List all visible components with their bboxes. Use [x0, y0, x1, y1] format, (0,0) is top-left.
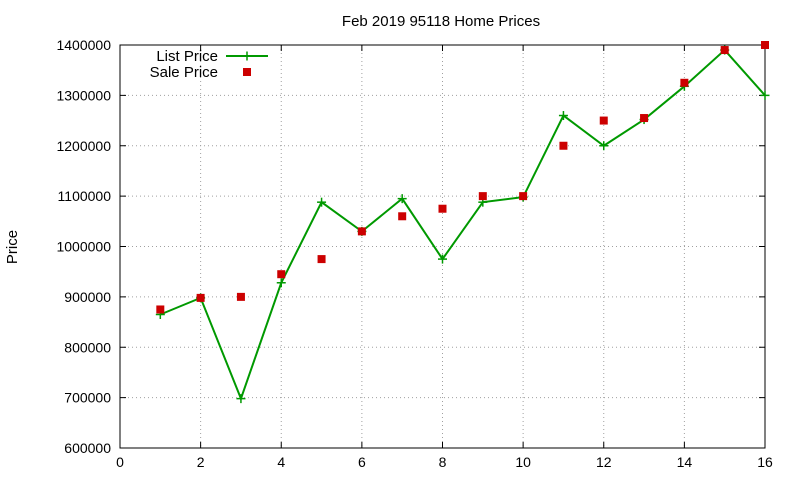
- list-price-point: [236, 394, 246, 404]
- list-price-line: [159, 48, 766, 402]
- legend-entry-sale-price: Sale Price: [150, 64, 251, 81]
- sale-price-point: [599, 116, 608, 125]
- list-price-point: [760, 90, 770, 100]
- x-tick-label: 6: [358, 454, 366, 470]
- chart-title: Feb 2019 95118 Home Prices: [342, 13, 540, 30]
- legend-entry-list-price: List Price: [156, 48, 268, 65]
- sale-price-point: [196, 293, 205, 302]
- sale-price-point: [398, 212, 407, 221]
- sale-price-point: [720, 46, 729, 55]
- x-tick-label: 12: [596, 454, 612, 470]
- list-price-point: [599, 141, 609, 151]
- sale-price-point: [357, 227, 366, 236]
- sale-price-point: [478, 192, 487, 201]
- x-tick-label: 8: [439, 454, 447, 470]
- sale-price-point: [438, 204, 447, 213]
- x-tick-label: 0: [116, 454, 124, 470]
- sale-price-point: [277, 270, 286, 279]
- x-tick-label: 16: [757, 454, 773, 470]
- legend-label: Sale Price: [150, 64, 218, 81]
- x-tick-label: 14: [677, 454, 693, 470]
- series-list-price: [155, 45, 770, 404]
- list-price-point: [317, 197, 327, 207]
- grid: [120, 45, 765, 448]
- legend-label: List Price: [156, 48, 218, 65]
- list-price-point: [276, 278, 286, 288]
- sale-price-point: [559, 141, 568, 150]
- sale-price-point: [156, 305, 165, 314]
- y-tick-label: 1200000: [56, 138, 111, 154]
- legend-marker: [242, 51, 252, 61]
- y-tick-label: 1300000: [56, 87, 111, 103]
- list-price-point: [558, 111, 568, 121]
- x-tick-label: 4: [277, 454, 285, 470]
- y-tick-label: 900000: [64, 289, 111, 305]
- sale-price-point: [236, 292, 245, 301]
- x-tick-label: 2: [197, 454, 205, 470]
- legend-marker: [243, 68, 251, 76]
- sale-price-point: [761, 41, 769, 49]
- series: [155, 41, 770, 404]
- series-sale-price: [156, 41, 769, 314]
- y-axis-label: Price: [4, 230, 21, 264]
- y-tick-label: 800000: [64, 339, 111, 355]
- y-tick-label: 600000: [64, 440, 111, 456]
- y-tick-label: 1000000: [56, 239, 111, 255]
- x-tick-label: 10: [515, 454, 531, 470]
- y-tick-label: 1100000: [58, 188, 112, 204]
- y-tick-label: 1400000: [56, 37, 111, 53]
- list-price-point: [397, 194, 407, 204]
- list-price-point: [438, 254, 447, 264]
- axes: 0 2 4 6 8 10 12 14 16 600000 700000 800000 900000 100…: [56, 37, 773, 470]
- sale-price-point: [640, 114, 649, 123]
- sale-price-point: [317, 255, 326, 264]
- sale-price-point: [519, 192, 528, 201]
- y-tick-label: 700000: [64, 390, 111, 406]
- sale-price-point: [680, 78, 689, 87]
